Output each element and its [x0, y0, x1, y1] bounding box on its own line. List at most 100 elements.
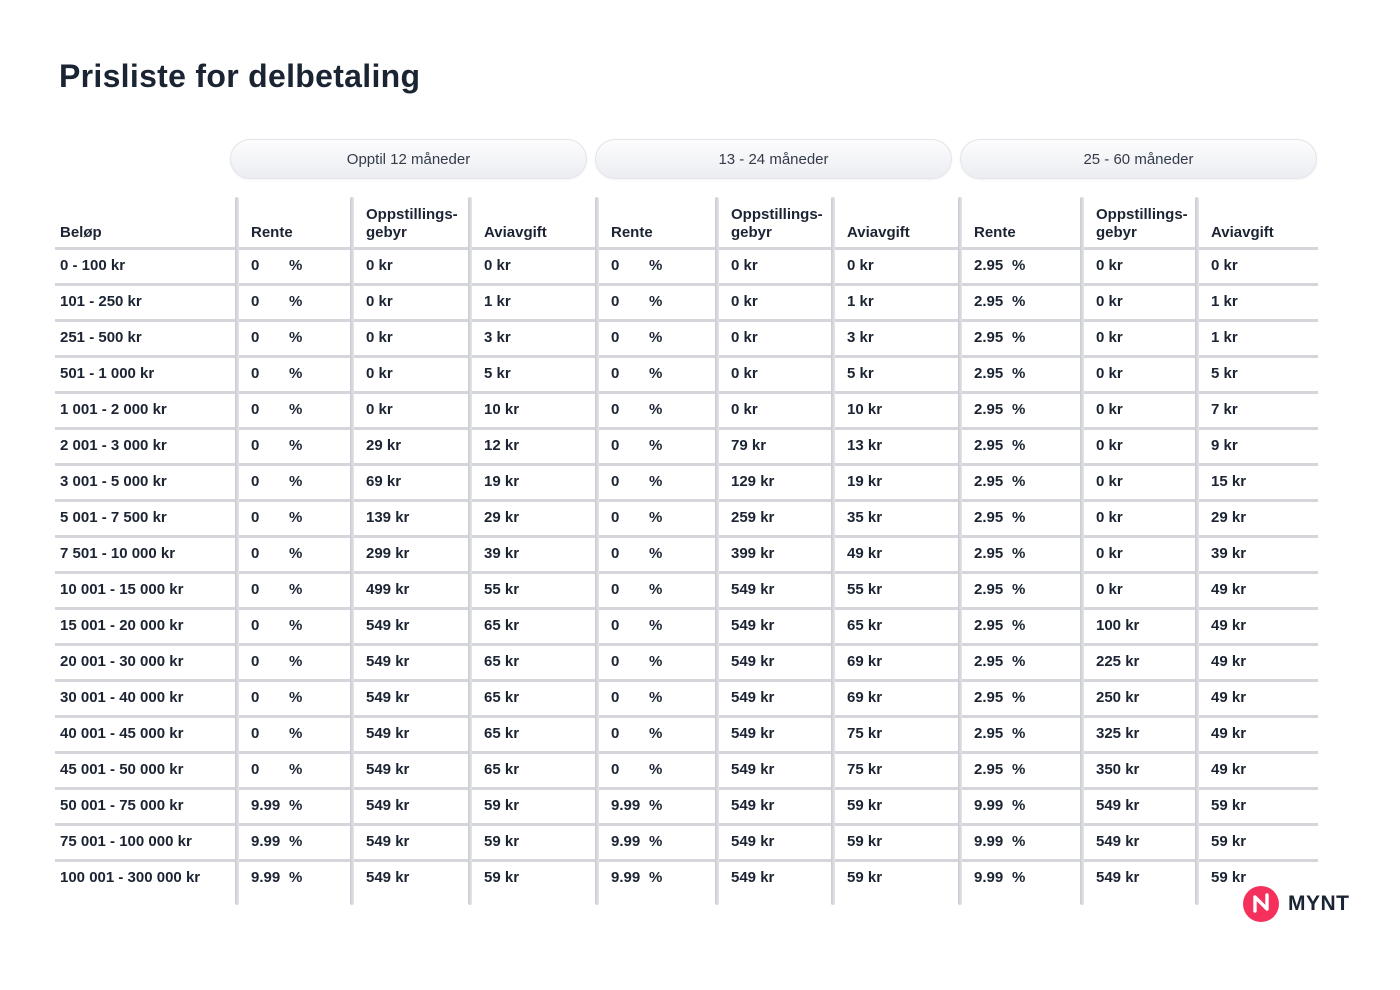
avgift-cell: 5 kr: [1211, 365, 1238, 383]
rente-value: 0: [251, 653, 260, 671]
avgift-cell: 59 kr: [1211, 869, 1247, 887]
gebyr-cell: 499 kr: [366, 581, 410, 599]
rente-cell: 2.95%: [960, 545, 1082, 564]
percent-unit: %: [649, 581, 663, 599]
rente-cell: 0%: [597, 761, 717, 780]
period-tabs: Opptil 12 måneder 13 - 24 måneder 25 - 6…: [230, 139, 1317, 179]
gebyr-cell: 0 kr: [731, 329, 758, 347]
avgift-cell: 1 kr: [1211, 329, 1238, 347]
avgift-cell: 59 kr: [1211, 833, 1247, 851]
gebyr-cell: 325 kr: [1096, 725, 1140, 743]
rente-cell: 0%: [237, 725, 352, 744]
gebyr-cell: 0 kr: [366, 401, 393, 419]
avgift-cell: 65 kr: [847, 617, 883, 635]
percent-unit: %: [1012, 293, 1026, 311]
avgift-cell: 59 kr: [484, 833, 520, 851]
percent-unit: %: [1012, 653, 1026, 671]
rente-value: 0: [611, 293, 620, 311]
avgift-cell: 19 kr: [847, 473, 883, 491]
table-row: 0 - 100 kr 0% 0 kr 0 kr 0% 0 kr 0 kr 2.95% 0 kr 0…: [55, 250, 1318, 286]
avgift-cell: 39 kr: [1211, 545, 1247, 563]
rente-value: 2.95: [974, 473, 1004, 491]
gebyr-cell: 139 kr: [366, 509, 410, 527]
gebyr-cell: 549 kr: [731, 617, 775, 635]
gebyr-cell: 0 kr: [1096, 401, 1123, 419]
avgift-cell: 69 kr: [847, 689, 883, 707]
rente-cell: 2.95%: [960, 401, 1082, 420]
gebyr-cell: 0 kr: [731, 293, 758, 311]
gebyr-cell: 250 kr: [1096, 689, 1140, 707]
percent-unit: %: [289, 581, 303, 599]
avgift-column-header: Aviavgift: [484, 224, 547, 242]
tab-13-24-months[interactable]: 13 - 24 måneder: [595, 139, 952, 179]
rente-value: 0: [251, 581, 260, 599]
rente-column-header: Rente: [611, 224, 653, 242]
amount-cell: 30 001 - 40 000 kr: [60, 689, 184, 707]
percent-unit: %: [649, 257, 663, 275]
gebyr-cell: 399 kr: [731, 545, 775, 563]
rente-value: 0: [611, 473, 620, 491]
gebyr-cell: 0 kr: [731, 257, 758, 275]
gebyr-cell: 29 kr: [366, 437, 402, 455]
gebyr-cell: 0 kr: [1096, 365, 1123, 383]
rente-value: 0: [251, 545, 260, 563]
amount-cell: 2 001 - 3 000 kr: [60, 437, 167, 455]
percent-unit: %: [289, 293, 303, 311]
avgift-cell: 59 kr: [1211, 797, 1247, 815]
avgift-cell: 59 kr: [847, 869, 883, 887]
percent-unit: %: [289, 509, 303, 527]
avgift-cell: 65 kr: [484, 761, 520, 779]
gebyr-column-header: Oppstillings- gebyr: [731, 205, 823, 242]
avgift-cell: 3 kr: [484, 329, 511, 347]
avgift-cell: 75 kr: [847, 761, 883, 779]
rente-cell: 2.95%: [960, 437, 1082, 456]
rente-value: 2.95: [974, 329, 1004, 347]
amount-cell: 20 001 - 30 000 kr: [60, 653, 184, 671]
table-row: 251 - 500 kr 0% 0 kr 3 kr 0% 0 kr 3 kr 2.95% 0 k…: [55, 322, 1318, 358]
avgift-cell: 55 kr: [847, 581, 883, 599]
rente-cell: 0%: [237, 653, 352, 672]
brand-logo: MYNT: [1243, 886, 1350, 922]
rente-cell: 0%: [237, 365, 352, 384]
rente-value: 0: [251, 257, 260, 275]
rente-value: 9.99: [251, 869, 281, 887]
rente-cell: 2.95%: [960, 293, 1082, 312]
percent-unit: %: [289, 329, 303, 347]
gebyr-cell: 549 kr: [731, 689, 775, 707]
rente-cell: 0%: [597, 473, 717, 492]
rente-value: 0: [251, 293, 260, 311]
rente-value: 0: [251, 473, 260, 491]
rente-value: 2.95: [974, 761, 1004, 779]
table-row: 45 001 - 50 000 kr 0% 549 kr 65 kr 0% 549 kr 7…: [55, 754, 1318, 790]
percent-unit: %: [649, 653, 663, 671]
percent-unit: %: [289, 725, 303, 743]
rente-cell: 9.99%: [597, 869, 717, 888]
rente-value: 2.95: [974, 257, 1004, 275]
avgift-cell: 19 kr: [484, 473, 520, 491]
tab-0-12-months[interactable]: Opptil 12 måneder: [230, 139, 587, 179]
avgift-column-header: Aviavgift: [847, 224, 910, 242]
percent-unit: %: [289, 833, 303, 851]
amount-cell: 5 001 - 7 500 kr: [60, 509, 167, 527]
avgift-cell: 49 kr: [1211, 617, 1247, 635]
avgift-cell: 59 kr: [484, 869, 520, 887]
rente-cell: 0%: [597, 725, 717, 744]
rente-value: 0: [611, 761, 620, 779]
avgift-cell: 69 kr: [847, 653, 883, 671]
tab-25-60-months[interactable]: 25 - 60 måneder: [960, 139, 1317, 179]
gebyr-cell: 549 kr: [731, 797, 775, 815]
rente-cell: 0%: [597, 617, 717, 636]
avgift-cell: 1 kr: [847, 293, 874, 311]
rente-cell: 9.99%: [237, 833, 352, 852]
percent-unit: %: [1012, 437, 1026, 455]
rente-cell: 0%: [597, 437, 717, 456]
gebyr-cell: 549 kr: [731, 653, 775, 671]
table-row: 10 001 - 15 000 kr 0% 499 kr 55 kr 0% 549 kr 5…: [55, 574, 1318, 610]
table-row: 3 001 - 5 000 kr 0% 69 kr 19 kr 0% 129 kr 19 k…: [55, 466, 1318, 502]
rente-cell: 9.99%: [960, 797, 1082, 816]
rente-cell: 2.95%: [960, 473, 1082, 492]
table-row: 30 001 - 40 000 kr 0% 549 kr 65 kr 0% 549 kr 6…: [55, 682, 1318, 718]
gebyr-cell: 549 kr: [731, 869, 775, 887]
percent-unit: %: [1012, 725, 1026, 743]
percent-unit: %: [649, 545, 663, 563]
